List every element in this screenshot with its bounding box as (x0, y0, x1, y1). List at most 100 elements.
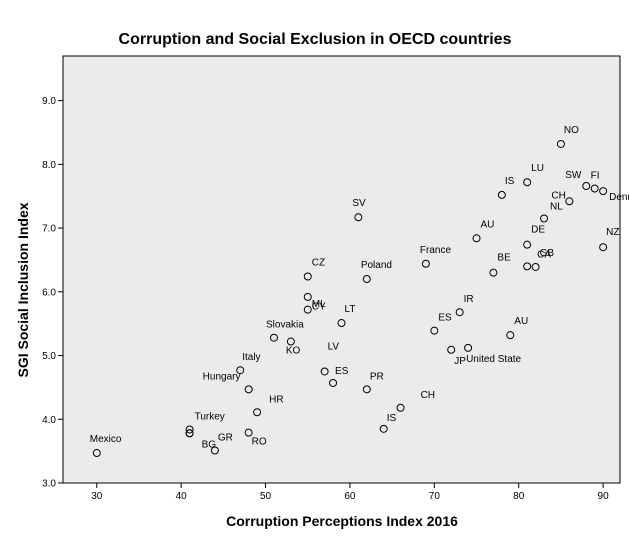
point-label: BG (202, 439, 217, 450)
x-tick-label: 80 (513, 491, 525, 502)
y-axis-title: SGI Social Inclusion Index (15, 202, 31, 377)
data-point (531, 262, 540, 271)
point-label: CZ (312, 258, 325, 269)
y-tick-label: 7.0 (42, 224, 56, 235)
data-point (362, 275, 371, 284)
data-point (303, 272, 312, 281)
point-label: ML (312, 299, 326, 310)
data-point (244, 428, 253, 437)
data-point (185, 425, 194, 434)
point-label: United State (466, 354, 521, 365)
data-point (565, 197, 574, 206)
data-point (362, 385, 371, 394)
y-tick-label: 9.0 (42, 96, 56, 107)
point-label: SV (352, 198, 366, 209)
point-label: JP (454, 356, 466, 367)
data-point (430, 326, 439, 335)
point-label: AU (514, 316, 528, 327)
data-point (540, 214, 549, 223)
point-label: ES (438, 313, 452, 324)
data-point (506, 331, 515, 340)
point-label: IS (505, 176, 515, 187)
x-axis: 30 40 50 60 70 80 90 (91, 483, 609, 502)
point-label: Slovakia (266, 320, 304, 331)
point-label: NZ (606, 227, 619, 238)
data-point (210, 446, 219, 455)
data-point (354, 213, 363, 222)
point-label: IR (464, 294, 474, 305)
point-label: Italy (242, 352, 260, 363)
data-point (337, 319, 346, 328)
point-label: Mexico (90, 434, 122, 445)
point-label: NO (564, 125, 579, 136)
data-point (92, 449, 101, 458)
x-tick-label: 30 (91, 491, 103, 502)
point-label: LT (345, 304, 356, 315)
point-label: Denmark (609, 192, 629, 203)
point-label: RO (252, 437, 267, 448)
data-point (556, 139, 565, 148)
data-point (320, 367, 329, 376)
y-axis: 3.0 4.0 5.0 6.0 7.0 8.0 9.0 (42, 96, 63, 490)
point-label: LV (328, 341, 340, 352)
data-point (253, 408, 262, 417)
data-point (286, 337, 295, 346)
point-label: France (420, 245, 452, 256)
data-point (599, 243, 608, 252)
data-point (599, 187, 608, 196)
point-label: CH (421, 390, 435, 401)
data-point (379, 424, 388, 433)
point-label: Turkey (195, 411, 225, 422)
point-label: SW (565, 170, 582, 181)
point-label: LU (531, 163, 544, 174)
y-tick-label: 8.0 (42, 160, 56, 171)
data-point (236, 366, 245, 375)
point-label: AU (481, 219, 495, 230)
point-label: FI (591, 171, 600, 182)
x-tick-label: 70 (429, 491, 441, 502)
point-label: CH (551, 190, 565, 201)
point-label: BE (497, 253, 511, 264)
data-point (582, 182, 591, 191)
point-label: Hungary (203, 371, 241, 382)
x-tick-label: 60 (344, 491, 356, 502)
data-point (455, 308, 464, 317)
data-point (303, 292, 312, 301)
data-point (523, 178, 532, 187)
point-label: Poland (361, 260, 392, 271)
data-point (489, 268, 498, 277)
point-label: ES (335, 366, 349, 377)
x-tick-label: 40 (176, 491, 188, 502)
point-label: PR (370, 371, 384, 382)
data-point (472, 234, 481, 243)
data-point (421, 259, 430, 268)
point-label: DE (531, 225, 545, 236)
data-point (329, 378, 338, 387)
data-point (497, 190, 506, 199)
data-point (185, 429, 194, 438)
data-point (464, 343, 473, 352)
y-tick-label: 6.0 (42, 287, 56, 298)
data-point (303, 305, 312, 314)
data-point (244, 385, 253, 394)
data-point (269, 333, 278, 342)
data-point (523, 262, 532, 271)
point-label: IS (387, 413, 397, 424)
chart-title: Corruption and Social Exclusion in OECD … (119, 31, 512, 48)
data-point (523, 240, 532, 249)
point-label: CY (312, 302, 326, 313)
point-label: HR (269, 394, 283, 405)
y-tick-label: 3.0 (42, 479, 56, 490)
data-point (447, 345, 456, 354)
x-tick-label: 90 (598, 491, 610, 502)
x-axis-title: Corruption Perceptions Index 2016 (226, 513, 458, 529)
data-point (396, 403, 405, 412)
y-tick-label: 4.0 (42, 415, 56, 426)
point-label: GR (218, 432, 233, 443)
x-tick-label: 50 (260, 491, 272, 502)
point-label: KO (286, 346, 301, 357)
point-label: GB (540, 248, 555, 259)
plot-area (62, 55, 621, 484)
